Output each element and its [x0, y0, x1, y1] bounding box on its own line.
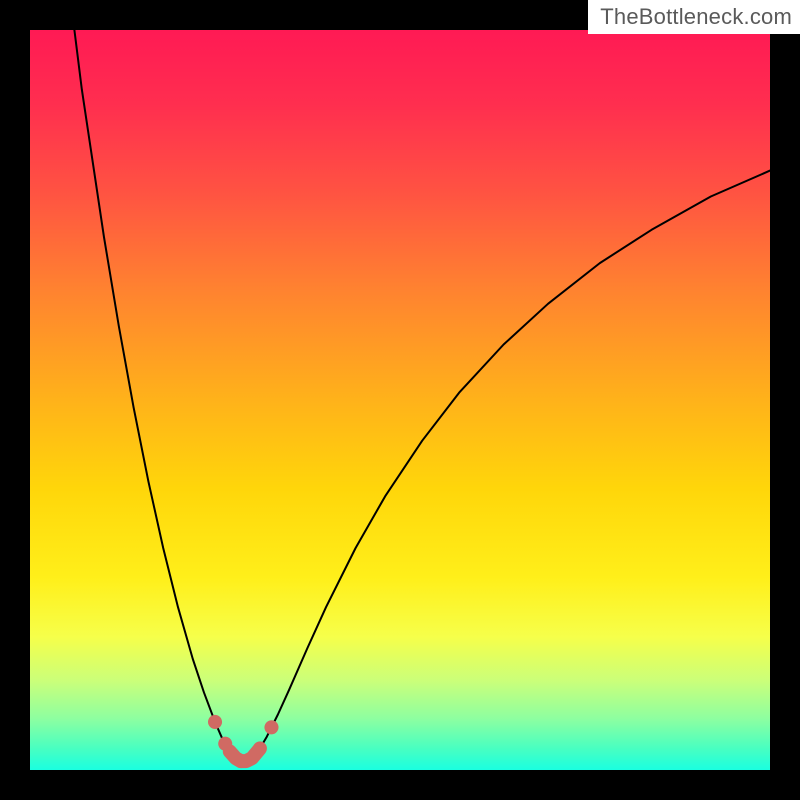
chart-plot-bg — [30, 30, 770, 770]
watermark-label: TheBottleneck.com — [588, 0, 800, 34]
chart-root: TheBottleneck.com — [0, 0, 800, 800]
chart-canvas — [0, 0, 800, 800]
